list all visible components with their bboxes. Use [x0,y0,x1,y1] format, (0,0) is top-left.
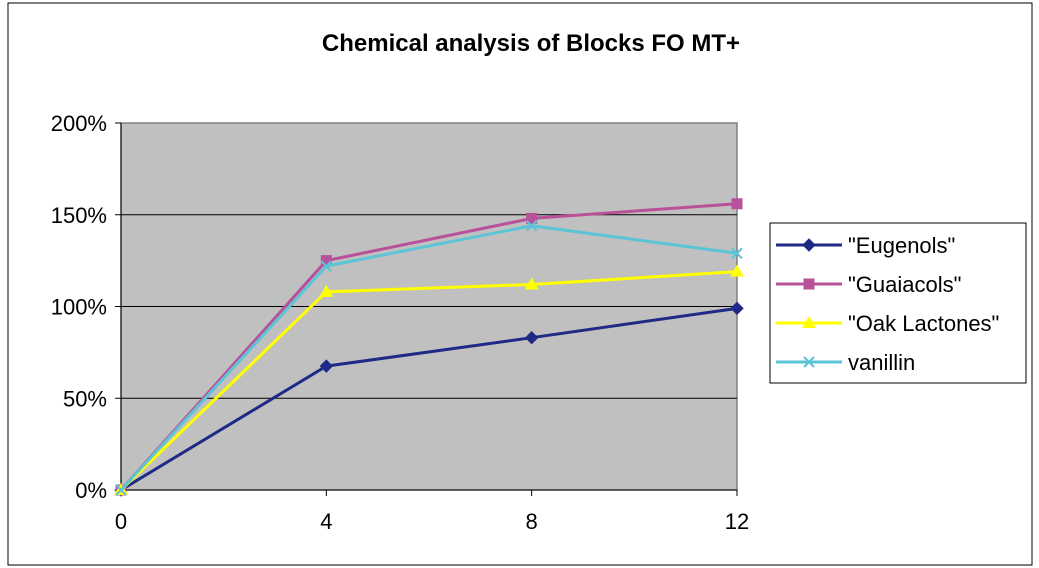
data-point-stroke [525,220,538,232]
legend-box [769,222,1027,384]
data-point-stroke [320,260,333,272]
legend-item: "Eugenols" [776,233,955,258]
data-point [730,264,744,277]
x-tick-label: 4 [320,509,332,534]
series-line [119,224,738,492]
legend-label: "Eugenols" [848,233,955,258]
series-3 [115,220,743,496]
data-point [524,330,539,345]
y-tick-label: 100% [51,295,107,320]
data-point [320,255,332,267]
legend: "Eugenols" "Guaiacols" "Oak Lactones" vanil… [769,222,1027,384]
data-point [803,356,815,368]
x-tick-label: 12 [725,509,749,534]
data-point [802,238,816,252]
y-tick-label: 150% [51,203,107,228]
grid-lines [121,214,737,399]
chart-title: Chemical analysis of Blocks FO MT+ [322,30,740,57]
series-line [119,202,738,492]
data-point-stroke [803,356,815,368]
y-tick-label: 0% [75,478,107,503]
data-point [731,247,743,259]
y-axis-ticks: 0% 50% 100% 150% 200% [51,111,121,503]
series-line [119,270,738,492]
x-tick-label: 0 [115,509,127,534]
data-point-stroke [731,247,743,259]
data-point [319,284,334,297]
y-tick-label: 200% [51,111,107,136]
data-point-stroke [115,484,127,496]
legend-item: "Guaiacols" [776,272,961,297]
data-point [320,260,333,272]
legend-label: vanillin [848,350,915,375]
legend-label: "Oak Lactones" [848,311,999,336]
series-2 [114,264,744,495]
data-point [319,359,334,373]
y-tick-label: 50% [63,386,107,411]
data-point [803,278,815,290]
legend-item: vanillin [776,350,915,375]
series-line [120,306,738,492]
legend-label: "Guaiacols" [848,272,961,297]
legend-item: "Oak Lactones" [776,311,999,336]
data-point [802,316,816,328]
series-group [114,198,744,497]
x-axis-ticks: 0 4 8 12 [115,490,749,534]
x-tick-label: 8 [526,509,538,534]
data-point [524,277,539,290]
data-point [115,484,127,496]
data-point [731,198,743,210]
data-point [526,212,538,224]
data-point [525,220,538,232]
data-point [730,301,744,316]
